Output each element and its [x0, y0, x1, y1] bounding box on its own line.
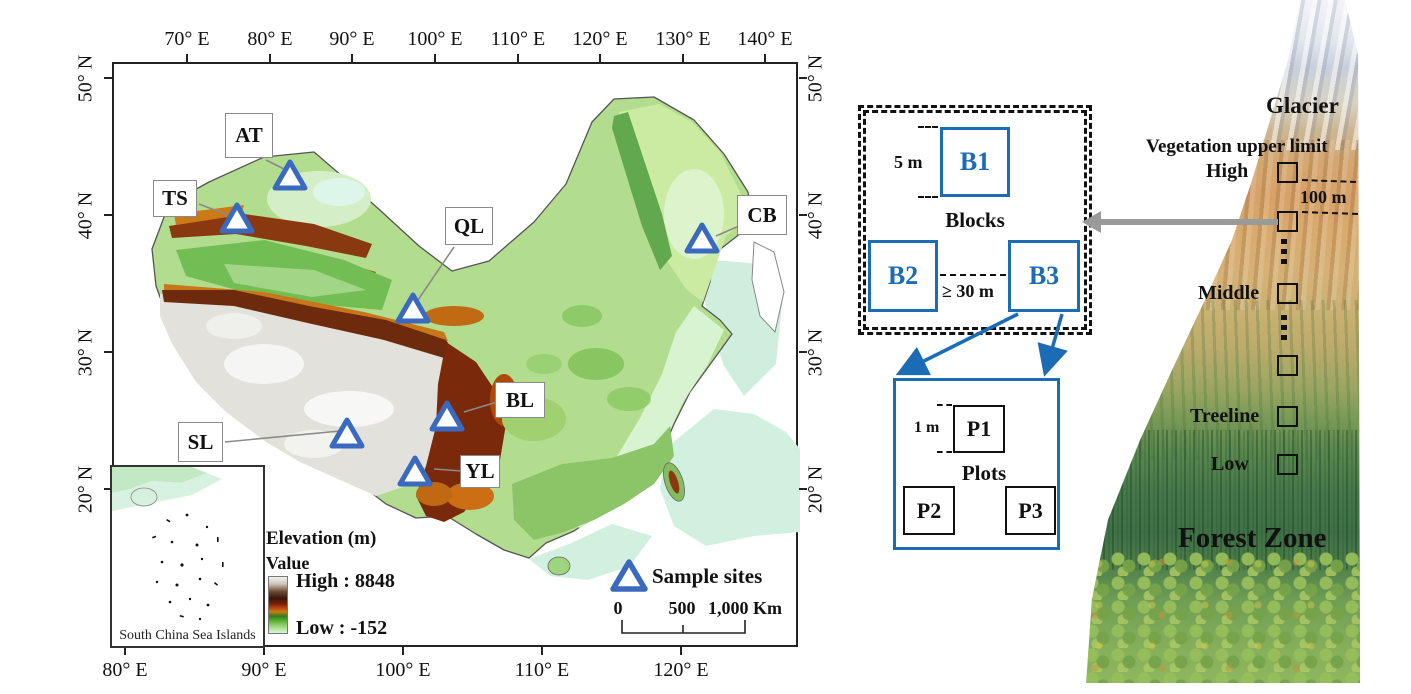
- ellipsis-dots-upper: [1281, 239, 1287, 264]
- top-axis-label: 130° E: [655, 28, 711, 50]
- site-marker-at: [272, 159, 308, 191]
- sample-square-mid2: [1277, 355, 1298, 376]
- top-axis-label: 110° E: [490, 28, 546, 50]
- inset-caption: South China Sea Islands: [119, 628, 256, 643]
- site-label-at: AT: [225, 113, 273, 158]
- right-axis-label: 50° N: [804, 54, 827, 103]
- scalebar-start: 0: [613, 598, 623, 618]
- elevation-colorbar: [268, 576, 288, 634]
- legend-subtitle: Value: [266, 553, 310, 573]
- p1-size-tick-top: [937, 404, 952, 406]
- forest-zone-label: Forest Zone: [1178, 522, 1327, 554]
- site-label-bl: BL: [495, 382, 545, 418]
- top-axis-label: 100° E: [407, 28, 463, 50]
- interval-label: 100 m: [1300, 187, 1347, 207]
- block-to-plot-arrows: [895, 312, 1068, 377]
- left-axis-label: 20° N: [74, 465, 97, 514]
- middle-zone-label: Middle: [1198, 282, 1260, 304]
- glacier-label: Glacier: [1266, 93, 1339, 118]
- plot-p2: P2: [903, 486, 955, 535]
- top-axis-label: 90° E: [329, 28, 375, 50]
- vegetation-upper-limit-label: Vegetation upper limit: [1146, 136, 1328, 157]
- site-label-ql: QL: [445, 207, 493, 245]
- site-marker-ts: [219, 202, 255, 234]
- top-axis-label: 80° E: [247, 28, 293, 50]
- top-axis-label: 120° E: [572, 28, 628, 50]
- bottom-axis-label: 80° E: [102, 659, 148, 681]
- site-label-ts: TS: [153, 180, 197, 217]
- left-axis-label: 40° N: [74, 191, 97, 240]
- site-leader-lines: [198, 159, 740, 472]
- low-zone-label: Low: [1211, 453, 1249, 475]
- site-marker-yl: [397, 455, 433, 487]
- block-b3: B3: [1008, 240, 1080, 312]
- plot-boundary: P1 1 m Plots P2 P3: [893, 378, 1060, 550]
- site-marker-cb: [684, 222, 720, 254]
- right-axis-label: 30° N: [804, 328, 827, 377]
- p1-size-tick-bottom: [937, 451, 952, 453]
- site-label-sl: SL: [178, 422, 223, 462]
- scalebar-middle: 500: [668, 598, 696, 618]
- high-zone-label: High: [1206, 160, 1249, 182]
- blocks-title: Blocks: [945, 208, 1005, 232]
- block-b1: B1: [940, 127, 1010, 197]
- right-axis-label: 40° N: [804, 191, 827, 240]
- scalebar-bracket: [621, 620, 746, 634]
- site-label-cb: CB: [737, 195, 787, 235]
- treeline-zone-label: Treeline: [1190, 405, 1260, 427]
- bottom-axis-label: 90° E: [241, 659, 287, 681]
- legend-low-value: Low : -152: [296, 617, 388, 639]
- ellipsis-dots-lower: [1281, 315, 1287, 340]
- scalebar-end: 1,000 Km: [708, 598, 782, 618]
- top-axis-ticks: [186, 54, 766, 62]
- left-axis-label: 30° N: [74, 328, 97, 377]
- sample-square-high: [1277, 162, 1298, 183]
- sample-square-middle: [1277, 283, 1298, 304]
- right-axis-label: 20° N: [804, 465, 827, 514]
- block-b2: B2: [868, 240, 938, 312]
- b1-size-tick-bottom: [918, 196, 938, 198]
- sample-square-treeline: [1277, 406, 1298, 427]
- sample-sites-legend-marker: [610, 559, 648, 592]
- sample-sites-legend-label: Sample sites: [652, 564, 763, 588]
- plot-size-label: 1 m: [914, 419, 940, 436]
- sample-square-low: [1277, 454, 1298, 475]
- south-china-sea-inset: South China Sea Islands: [110, 465, 265, 648]
- top-axis-label: 140° E: [737, 28, 793, 50]
- plots-title: Plots: [961, 461, 1007, 485]
- block-size-label: 5 m: [894, 152, 923, 172]
- china-map-frame: [112, 62, 800, 647]
- sampling-arrow-head: [1082, 211, 1101, 233]
- b1-size-tick-top: [918, 126, 938, 128]
- bottom-axis-ticks: [124, 647, 682, 655]
- right-axis-ticks: [799, 77, 807, 490]
- plot-p1: P1: [953, 405, 1005, 453]
- sample-square-high2: [1277, 211, 1298, 232]
- bottom-axis-label: 100° E: [375, 659, 431, 681]
- site-marker-bl: [429, 400, 465, 432]
- left-axis-ticks: [104, 77, 112, 490]
- legend-title: Elevation (m): [266, 528, 377, 549]
- site-marker-ql: [395, 292, 431, 324]
- bottom-axis-label: 110° E: [514, 659, 570, 681]
- site-marker-sl: [329, 417, 365, 449]
- china-elevation-map: [151, 96, 800, 580]
- sampling-arrow-line: [1100, 219, 1278, 225]
- top-axis-label: 70° E: [164, 28, 210, 50]
- site-label-yl: YL: [460, 455, 500, 488]
- block-distance-line: [940, 274, 1006, 276]
- block-distance-label: ≥ 30 m: [942, 281, 994, 301]
- inset-islands: [112, 467, 224, 621]
- bottom-axis-label: 120° E: [653, 659, 709, 681]
- legend-high-value: High : 8848: [296, 570, 395, 592]
- plot-p3: P3: [1005, 486, 1056, 535]
- left-axis-label: 50° N: [74, 54, 97, 103]
